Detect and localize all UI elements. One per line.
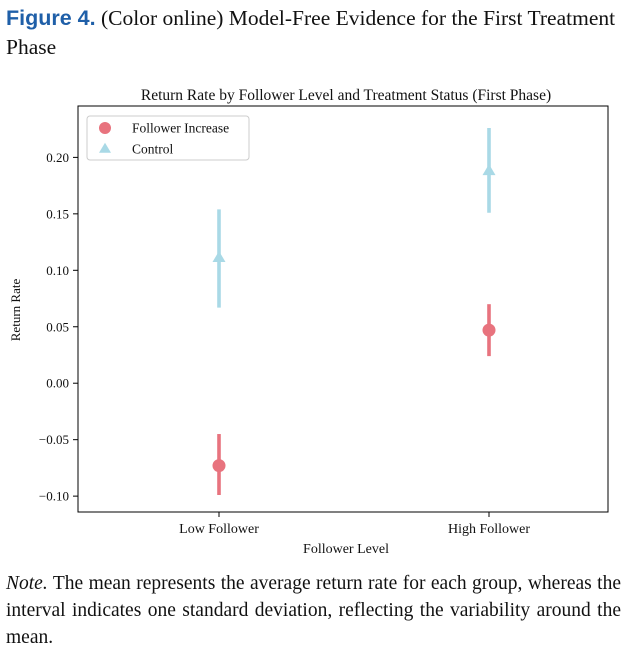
error-bars — [217, 128, 491, 495]
figure-caption: Figure 4. (Color online) Model-Free Evid… — [6, 4, 618, 62]
y-tick-label: 0.05 — [46, 319, 69, 334]
y-tick-label: 0.20 — [46, 150, 69, 165]
legend-box — [86, 115, 250, 161]
x-axis-label: Follower Level — [303, 542, 389, 557]
legend-label: Control — [132, 142, 174, 157]
data-point-circle — [482, 323, 496, 337]
y-tick-label: 0.15 — [46, 206, 69, 221]
legend: Follower Increase Control — [86, 115, 250, 161]
data-point-circle — [212, 459, 226, 473]
y-tick-label: −0.05 — [39, 432, 69, 447]
y-axis-label: Return Rate — [8, 279, 23, 342]
note-text: The mean represents the average return r… — [6, 573, 621, 648]
plot-frame — [77, 105, 609, 513]
legend-marker-circle — [99, 122, 111, 134]
data-points — [212, 164, 496, 473]
y-tick-label: −0.10 — [39, 489, 69, 504]
figure-label: Figure 4. — [6, 6, 96, 30]
y-tick-label: 0.10 — [46, 263, 69, 278]
data-point-triangle — [212, 251, 226, 263]
figure-note: Note. The mean represents the average re… — [6, 570, 621, 651]
legend-marker-triangle — [99, 142, 111, 153]
y-tick-label: 0.00 — [46, 376, 69, 391]
x-tick-label: High Follower — [448, 522, 530, 537]
chart-title: Return Rate by Follower Level and Treatm… — [141, 87, 551, 104]
y-axis: −0.10 −0.05 0.00 0.05 0.10 0.15 0.20 — [39, 150, 78, 504]
note-label: Note. — [6, 573, 48, 594]
chart: Return Rate by Follower Level and Treatm… — [8, 87, 609, 557]
x-axis: Low Follower High Follower — [179, 512, 530, 537]
data-point-triangle — [482, 164, 496, 176]
x-tick-label: Low Follower — [179, 522, 259, 537]
legend-label: Follower Increase — [132, 121, 229, 136]
figure-title: (Color online) Model-Free Evidence for t… — [6, 6, 616, 59]
